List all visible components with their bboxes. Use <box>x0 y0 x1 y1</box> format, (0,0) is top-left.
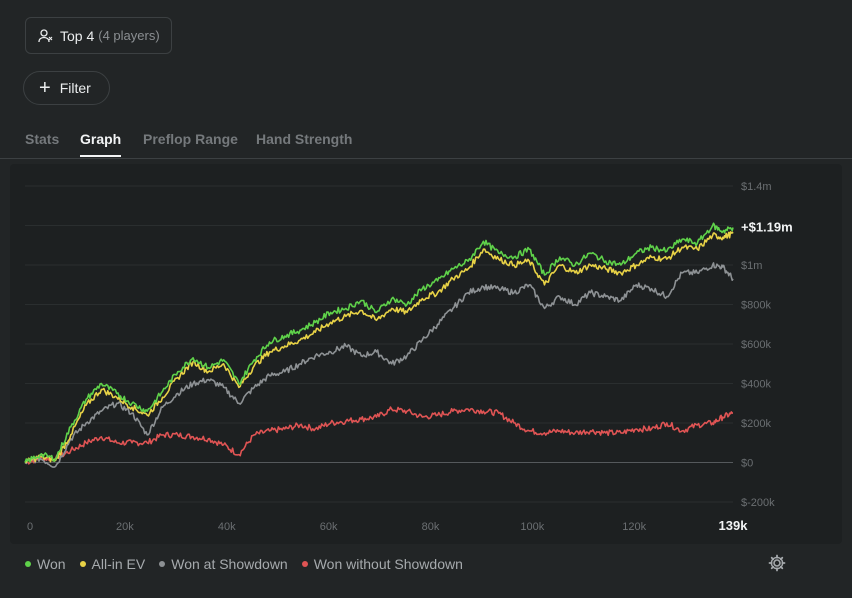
y-tick-label: $400k <box>741 379 771 391</box>
legend-item-won-without-showdown[interactable]: Won without Showdown <box>301 556 463 572</box>
x-end-label: 139k <box>719 518 749 533</box>
final-value-label: +$1.19m <box>741 219 793 234</box>
plus-icon: + <box>39 77 51 99</box>
chart-panel: $1.4m $1m $800k $600k $400k $200k $0 $-200k 0 20k… <box>10 164 842 544</box>
filter-label: Filter <box>59 80 91 96</box>
y-tick-label: $1.4m <box>741 181 772 193</box>
gear-icon[interactable] <box>767 553 787 573</box>
legend-dot <box>301 561 308 567</box>
users-icon <box>38 28 53 42</box>
chart-legend: Won All-in EV Won at Showdown Won withou… <box>25 556 463 572</box>
player-label: Top 4 <box>60 27 95 44</box>
x-tick-label: 20k <box>116 521 134 533</box>
tab-stats[interactable]: Stats <box>25 131 60 147</box>
series-line-won <box>24 222 734 463</box>
legend-item-allin-ev[interactable]: All-in EV <box>79 556 146 572</box>
legend-item-won[interactable]: Won <box>25 556 66 572</box>
tab-bar: Stats Graph Preflop Range Hand Strength <box>0 128 852 159</box>
x-tick-label: 100k <box>520 521 544 533</box>
x-tick-label: 80k <box>422 521 440 533</box>
legend-item-won-at-showdown[interactable]: Won at Showdown <box>159 556 288 572</box>
y-tick-label: $0 <box>741 458 753 470</box>
legend-label: Won without Showdown <box>313 556 463 572</box>
y-tick-label: $600k <box>741 339 771 351</box>
legend-label: All-in EV <box>91 556 146 572</box>
x-tick-label: 60k <box>320 521 338 533</box>
profit-graph[interactable]: $1.4m $1m $800k $600k $400k $200k $0 $-200k 0 20k… <box>10 164 842 544</box>
tab-preflop-range[interactable]: Preflop Range <box>143 131 238 147</box>
y-tick-label: $-200k <box>741 497 775 509</box>
y-tick-label: $200k <box>741 418 771 430</box>
legend-label: Won <box>37 556 66 572</box>
tab-graph[interactable]: Graph <box>80 131 122 157</box>
player-count: (4 players) <box>98 28 160 43</box>
tab-hand-strength[interactable]: Hand Strength <box>256 131 353 147</box>
legend-dot <box>159 561 166 567</box>
y-tick-label: $1m <box>741 260 762 272</box>
series-line-won-at-showdown <box>24 262 734 468</box>
x-tick-label: 0 <box>27 521 33 533</box>
x-tick-label: 120k <box>622 521 646 533</box>
series-line-won-without-showdown <box>24 406 733 465</box>
legend-dot <box>79 561 86 567</box>
player-selector[interactable]: Top 4 (4 players) <box>25 17 172 54</box>
series-line-all-in-ev <box>24 231 734 464</box>
filter-button[interactable]: + Filter <box>23 71 110 105</box>
x-tick-label: 40k <box>218 521 236 533</box>
legend-dot <box>25 561 31 567</box>
legend-label: Won at Showdown <box>171 556 288 572</box>
y-tick-label: $800k <box>741 300 771 312</box>
